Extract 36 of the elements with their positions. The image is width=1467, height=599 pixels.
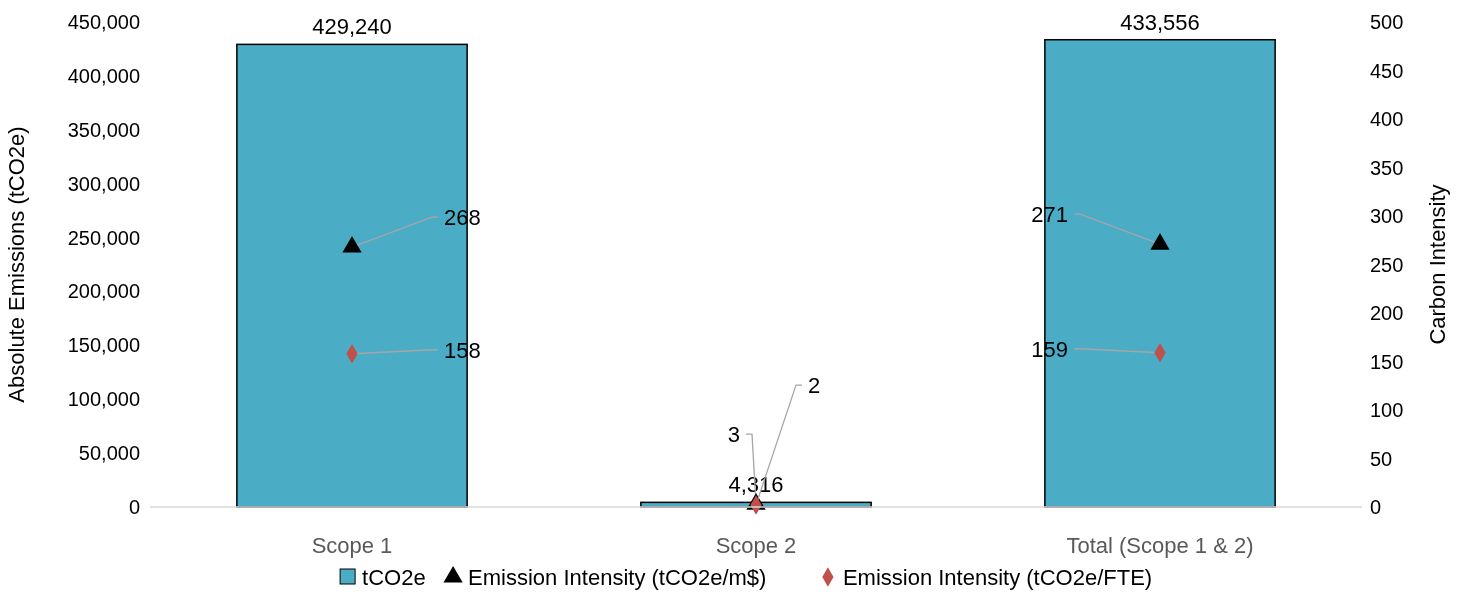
- legend-label: Emission Intensity (tCO2e/FTE): [842, 565, 1153, 590]
- data-label: 433,556: [1120, 9, 1200, 35]
- data-label: 429,240: [312, 14, 392, 40]
- y-tick-label: 300,000: [67, 172, 140, 195]
- y2-tick-label: 300: [1370, 205, 1404, 227]
- y2-tick-label: 50: [1370, 447, 1393, 470]
- x-tick-label: Scope 2: [715, 533, 797, 558]
- y2-tick-label: 400: [1370, 108, 1404, 130]
- y2-tick-label: 0: [1370, 496, 1382, 518]
- point: [1150, 233, 1170, 250]
- data-label: 4,316: [728, 472, 784, 498]
- y-tick-label: 100,000: [67, 388, 140, 411]
- data-label: 3: [727, 422, 740, 448]
- y2-tick-label: 200: [1370, 302, 1404, 324]
- point: [342, 235, 362, 253]
- y-tick-label: 450,000: [67, 11, 140, 33]
- y-tick-label: 350,000: [67, 118, 140, 141]
- y-tick-label: 0: [128, 496, 140, 518]
- data-label: 2: [808, 373, 821, 399]
- y-tick-label: 400,000: [67, 64, 140, 87]
- legend-label: tCO2e: [362, 565, 426, 590]
- y2-tick-label: 250: [1370, 253, 1404, 276]
- y2-axis-title: Carbon Intensity: [1425, 184, 1450, 345]
- x-tick-label: Scope 1: [311, 533, 393, 558]
- y-axis-title: Absolute Emissions (tCO2e): [4, 126, 29, 403]
- y2-tick-label: 350: [1370, 156, 1404, 179]
- y-tick-label: 50,000: [78, 442, 140, 465]
- y-tick-label: 200,000: [67, 280, 140, 303]
- y2-tick-label: 500: [1370, 11, 1404, 33]
- y-tick-label: 150,000: [67, 334, 140, 357]
- x-tick-label: Total (Scope 1 & 2): [1066, 533, 1254, 558]
- legend-label: Emission Intensity (tCO2e/m$): [468, 565, 767, 590]
- y2-tick-label: 100: [1370, 399, 1404, 421]
- y-tick-label: 250,000: [67, 226, 140, 249]
- y2-tick-label: 150: [1370, 350, 1404, 373]
- y2-tick-label: 450: [1370, 59, 1404, 82]
